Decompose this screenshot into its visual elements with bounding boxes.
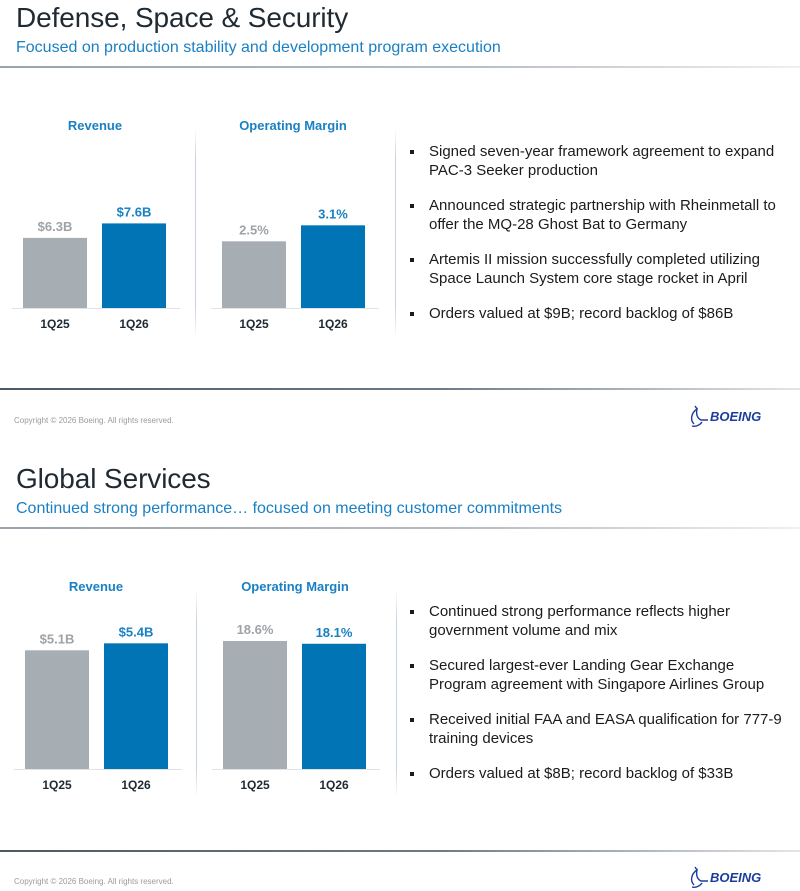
bar-1q26 bbox=[302, 643, 366, 769]
copyright-text: Copyright © 2026 Boeing. All rights rese… bbox=[14, 877, 174, 886]
slide-subtitle: Continued strong performance… focused on… bbox=[16, 500, 563, 517]
bar-1q26 bbox=[104, 643, 168, 769]
slide-title: Defense, Space & Security bbox=[16, 2, 349, 33]
bullet-item: Orders valued at $9B; record backlog of … bbox=[410, 304, 795, 323]
slide-subtitle: Focused on production stability and deve… bbox=[16, 39, 501, 56]
chart-title-operating-margin: Operating Margin bbox=[239, 118, 347, 133]
bullet-item: Continued strong performance reflects hi… bbox=[410, 602, 795, 640]
header-divider bbox=[0, 527, 800, 529]
bullet-item: Signed seven-year framework agreement to… bbox=[410, 142, 795, 180]
slide-global-services: Global Services Continued strong perform… bbox=[0, 461, 800, 891]
data-label: $6.3B bbox=[38, 219, 73, 234]
chart-title-revenue: Revenue bbox=[68, 579, 124, 594]
revenue-bar-chart: $5.1B 1Q25 $5.4B 1Q26 bbox=[14, 624, 182, 792]
highlights-list: Signed seven-year framework agreement to… bbox=[410, 142, 795, 339]
boeing-logo-icon: BOEING bbox=[690, 405, 761, 427]
operating-margin-bar-chart: 2.5% 1Q25 3.1% 1Q26 bbox=[211, 206, 379, 331]
operating-margin-bar-chart: 18.6% 1Q25 18.1% 1Q26 bbox=[212, 622, 380, 792]
bullet-item: Received initial FAA and EASA qualificat… bbox=[410, 710, 795, 748]
boeing-logo-text: BOEING bbox=[710, 409, 761, 424]
copyright-text: Copyright © 2026 Boeing. All rights rese… bbox=[14, 416, 174, 425]
bar-1q26 bbox=[102, 223, 166, 308]
data-label: 3.1% bbox=[318, 206, 348, 221]
footer-divider bbox=[0, 850, 800, 852]
chart-title-operating-margin: Operating Margin bbox=[241, 579, 349, 594]
chart-divider bbox=[196, 589, 197, 799]
x-tick-label: 1Q25 bbox=[40, 317, 70, 331]
bullet-item: Secured largest-ever Landing Gear Exchan… bbox=[410, 656, 795, 694]
x-tick-label: 1Q26 bbox=[318, 317, 348, 331]
bullet-item: Artemis II mission successfully complete… bbox=[410, 250, 795, 288]
bar-1q25 bbox=[25, 650, 89, 769]
data-label: 2.5% bbox=[239, 222, 269, 237]
bullets-divider bbox=[395, 128, 396, 338]
boeing-logo-icon: BOEING bbox=[690, 866, 761, 888]
x-tick-label: 1Q26 bbox=[119, 317, 149, 331]
bullet-square-icon bbox=[410, 204, 414, 208]
slide-title: Global Services bbox=[16, 463, 211, 494]
bar-1q25 bbox=[222, 241, 286, 308]
data-label: 18.1% bbox=[316, 625, 353, 640]
highlights-list: Continued strong performance reflects hi… bbox=[410, 602, 795, 799]
bullet-item: Orders valued at $8B; record backlog of … bbox=[410, 764, 795, 783]
revenue-bar-chart: $6.3B 1Q25 $7.6B 1Q26 bbox=[12, 204, 180, 331]
data-label: $5.1B bbox=[40, 631, 75, 646]
bullet-square-icon bbox=[410, 610, 414, 614]
bullet-square-icon bbox=[410, 718, 414, 722]
bullet-item: Announced strategic partnership with Rhe… bbox=[410, 196, 795, 234]
data-label: 18.6% bbox=[237, 622, 274, 637]
bullet-square-icon bbox=[410, 258, 414, 262]
header-divider bbox=[0, 66, 800, 68]
bullets-divider bbox=[396, 589, 397, 799]
bullet-square-icon bbox=[410, 312, 414, 316]
data-label: $5.4B bbox=[119, 624, 154, 639]
x-tick-label: 1Q25 bbox=[240, 778, 270, 792]
x-tick-label: 1Q25 bbox=[42, 778, 72, 792]
data-label: $7.6B bbox=[117, 204, 152, 219]
x-tick-label: 1Q25 bbox=[239, 317, 269, 331]
bar-1q26 bbox=[301, 225, 365, 308]
bullet-square-icon bbox=[410, 772, 414, 776]
boeing-logo-text: BOEING bbox=[710, 870, 761, 885]
bar-1q25 bbox=[223, 641, 287, 769]
bar-1q25 bbox=[23, 237, 87, 308]
footer-divider bbox=[0, 388, 800, 390]
x-tick-label: 1Q26 bbox=[319, 778, 349, 792]
chart-title-revenue: Revenue bbox=[67, 118, 123, 133]
slide-defense-space-security: Defense, Space & Security Focused on pro… bbox=[0, 0, 800, 445]
chart-divider bbox=[195, 128, 196, 338]
bullet-square-icon bbox=[410, 150, 414, 154]
bullet-square-icon bbox=[410, 664, 414, 668]
x-tick-label: 1Q26 bbox=[121, 778, 151, 792]
